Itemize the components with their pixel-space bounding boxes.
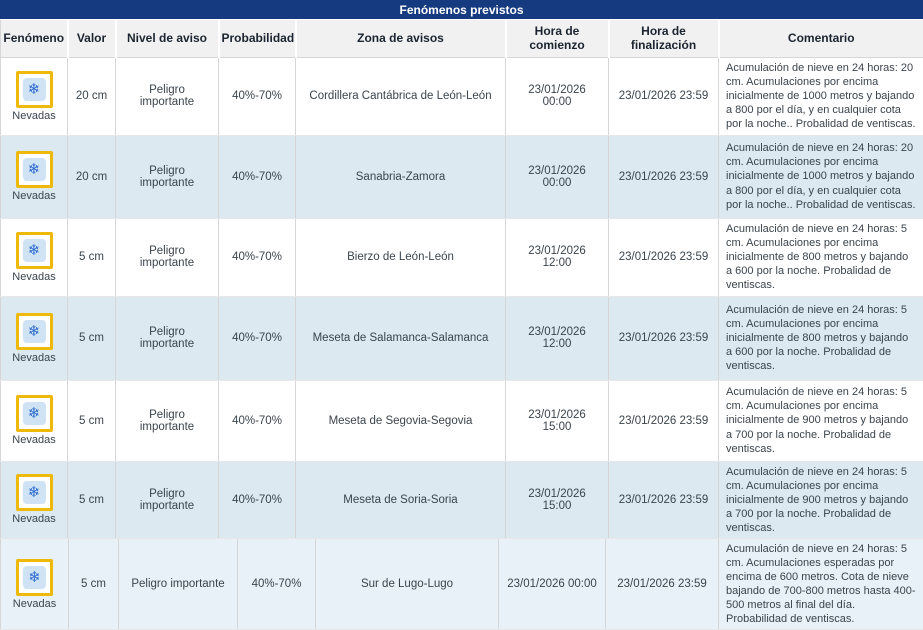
phenomenon-cell: ❄ Nevadas xyxy=(1,218,68,296)
comment-cell: Acumulación de nieve en 24 horas: 20 cm.… xyxy=(719,135,923,218)
phenomenon-cell: ❄ Nevadas xyxy=(1,135,68,218)
start-time-cell: 23/01/2026 00:00 xyxy=(506,135,609,218)
warning-level-cell: Peligro importante xyxy=(119,539,238,630)
probability-cell: 40%-70% xyxy=(219,380,296,461)
snowflake-icon: ❄ xyxy=(16,313,53,350)
zone-cell: Meseta de Salamanca-Salamanca xyxy=(296,296,506,380)
warnings-table-secondary: ❄ Nevadas 5 cm Peligro importante 40%-70… xyxy=(0,539,923,630)
snowflake-icon-inner: ❄ xyxy=(23,239,46,262)
start-time-cell: 23/01/2026 15:00 xyxy=(506,380,609,461)
col-header-comienzo: Hora de comienzo xyxy=(506,20,609,57)
table-row: ❄ Nevadas 5 cm Peligro importante 40%-70… xyxy=(1,296,923,380)
warning-level-cell: Peligro importante xyxy=(116,296,219,380)
zone-cell: Sanabria-Zamora xyxy=(296,135,506,218)
zone-cell: Cordillera Cantábrica de León-León xyxy=(296,57,506,135)
value-cell: 5 cm xyxy=(69,539,119,630)
probability-cell: 40%-70% xyxy=(219,57,296,135)
end-time-cell: 23/01/2026 23:59 xyxy=(609,57,719,135)
value-cell: 5 cm xyxy=(68,296,116,380)
table-row: ❄ Nevadas 20 cm Peligro importante 40%-7… xyxy=(1,57,923,135)
snowflake-icon: ❄ xyxy=(16,559,53,596)
comment-cell: Acumulación de nieve en 24 horas: 5 cm. … xyxy=(719,380,923,461)
value-cell: 5 cm xyxy=(68,380,116,461)
phenomenon-label: Nevadas xyxy=(8,110,60,122)
col-header-valor: Valor xyxy=(68,20,116,57)
probability-cell: 40%-70% xyxy=(219,296,296,380)
table-header-row: Fenómeno Valor Nivel de aviso Probabilid… xyxy=(1,20,923,57)
end-time-cell: 23/01/2026 23:59 xyxy=(609,218,719,296)
table-row: ❄ Nevadas 5 cm Peligro importante 40%-70… xyxy=(1,218,923,296)
snowflake-icon-inner: ❄ xyxy=(23,566,46,589)
phenomenon-cell: ❄ Nevadas xyxy=(1,296,68,380)
col-header-fenomeno: Fenómeno xyxy=(1,20,68,57)
snowflake-icon-inner: ❄ xyxy=(23,320,46,343)
snowflake-icon-inner: ❄ xyxy=(23,158,46,181)
end-time-cell: 23/01/2026 23:59 xyxy=(609,380,719,461)
value-cell: 20 cm xyxy=(68,57,116,135)
snowflake-icon-inner: ❄ xyxy=(23,402,46,425)
warning-level-cell: Peligro importante xyxy=(116,218,219,296)
start-time-cell: 23/01/2026 12:00 xyxy=(506,218,609,296)
phenomenon-label: Nevadas xyxy=(8,271,60,283)
table-row: ❄ Nevadas 5 cm Peligro importante 40%-70… xyxy=(1,461,923,538)
probability-cell: 40%-70% xyxy=(238,539,316,630)
phenomenon-label: Nevadas xyxy=(8,352,60,364)
zone-cell: Sur de Lugo-Lugo xyxy=(316,539,499,630)
probability-cell: 40%-70% xyxy=(219,135,296,218)
phenomenon-cell: ❄ Nevadas xyxy=(1,380,68,461)
comment-cell: Acumulación de nieve en 24 horas: 5 cm. … xyxy=(719,461,923,538)
comment-cell: Acumulación de nieve en 24 horas: 5 cm. … xyxy=(719,218,923,296)
start-time-cell: 23/01/2026 00:00 xyxy=(499,539,606,630)
phenomenon-label: Nevadas xyxy=(8,190,60,202)
col-header-fin: Hora de finalización xyxy=(609,20,719,57)
phenomenon-label: Nevadas xyxy=(8,513,60,525)
phenomenon-cell: ❄ Nevadas xyxy=(1,461,68,538)
value-cell: 5 cm xyxy=(68,218,116,296)
start-time-cell: 23/01/2026 12:00 xyxy=(506,296,609,380)
end-time-cell: 23/01/2026 23:59 xyxy=(609,461,719,538)
phenomenon-label: Nevadas xyxy=(8,434,60,446)
table-row: ❄ Nevadas 5 cm Peligro importante 40%-70… xyxy=(1,380,923,461)
start-time-cell: 23/01/2026 15:00 xyxy=(506,461,609,538)
snowflake-icon: ❄ xyxy=(16,474,53,511)
snowflake-icon: ❄ xyxy=(16,151,53,188)
snowflake-icon-inner: ❄ xyxy=(23,481,46,504)
comment-cell: Acumulación de nieve en 24 horas: 5 cm. … xyxy=(719,296,923,380)
table-row: ❄ Nevadas 5 cm Peligro importante 40%-70… xyxy=(1,539,923,630)
table-row: ❄ Nevadas 20 cm Peligro importante 40%-7… xyxy=(1,135,923,218)
col-header-comentario: Comentario xyxy=(719,20,923,57)
comment-cell: Acumulación de nieve en 24 horas: 5 cm. … xyxy=(719,539,923,630)
zone-cell: Meseta de Soria-Soria xyxy=(296,461,506,538)
snowflake-icon: ❄ xyxy=(16,71,53,108)
end-time-cell: 23/01/2026 23:59 xyxy=(606,539,719,630)
warning-level-cell: Peligro importante xyxy=(116,135,219,218)
warnings-table: Fenómeno Valor Nivel de aviso Probabilid… xyxy=(0,20,923,539)
snowflake-icon-inner: ❄ xyxy=(23,78,46,101)
phenomenon-label: Nevadas xyxy=(8,598,61,610)
col-header-nivel: Nivel de aviso xyxy=(116,20,219,57)
probability-cell: 40%-70% xyxy=(219,461,296,538)
end-time-cell: 23/01/2026 23:59 xyxy=(609,135,719,218)
warning-level-cell: Peligro importante xyxy=(116,380,219,461)
probability-cell: 40%-70% xyxy=(219,218,296,296)
snowflake-icon: ❄ xyxy=(16,395,53,432)
col-header-zona: Zona de avisos xyxy=(296,20,506,57)
snowflake-icon: ❄ xyxy=(16,232,53,269)
col-header-probabilidad: Probabilidad xyxy=(219,20,296,57)
start-time-cell: 23/01/2026 00:00 xyxy=(506,57,609,135)
value-cell: 5 cm xyxy=(68,461,116,538)
comment-cell: Acumulación de nieve en 24 horas: 20 cm.… xyxy=(719,57,923,135)
zone-cell: Meseta de Segovia-Segovia xyxy=(296,380,506,461)
phenomenon-cell: ❄ Nevadas xyxy=(1,57,68,135)
phenomenon-cell: ❄ Nevadas xyxy=(1,539,69,630)
zone-cell: Bierzo de León-León xyxy=(296,218,506,296)
end-time-cell: 23/01/2026 23:59 xyxy=(609,296,719,380)
warning-level-cell: Peligro importante xyxy=(116,57,219,135)
warning-level-cell: Peligro importante xyxy=(116,461,219,538)
value-cell: 20 cm xyxy=(68,135,116,218)
table-title: Fenómenos previstos xyxy=(0,0,923,20)
